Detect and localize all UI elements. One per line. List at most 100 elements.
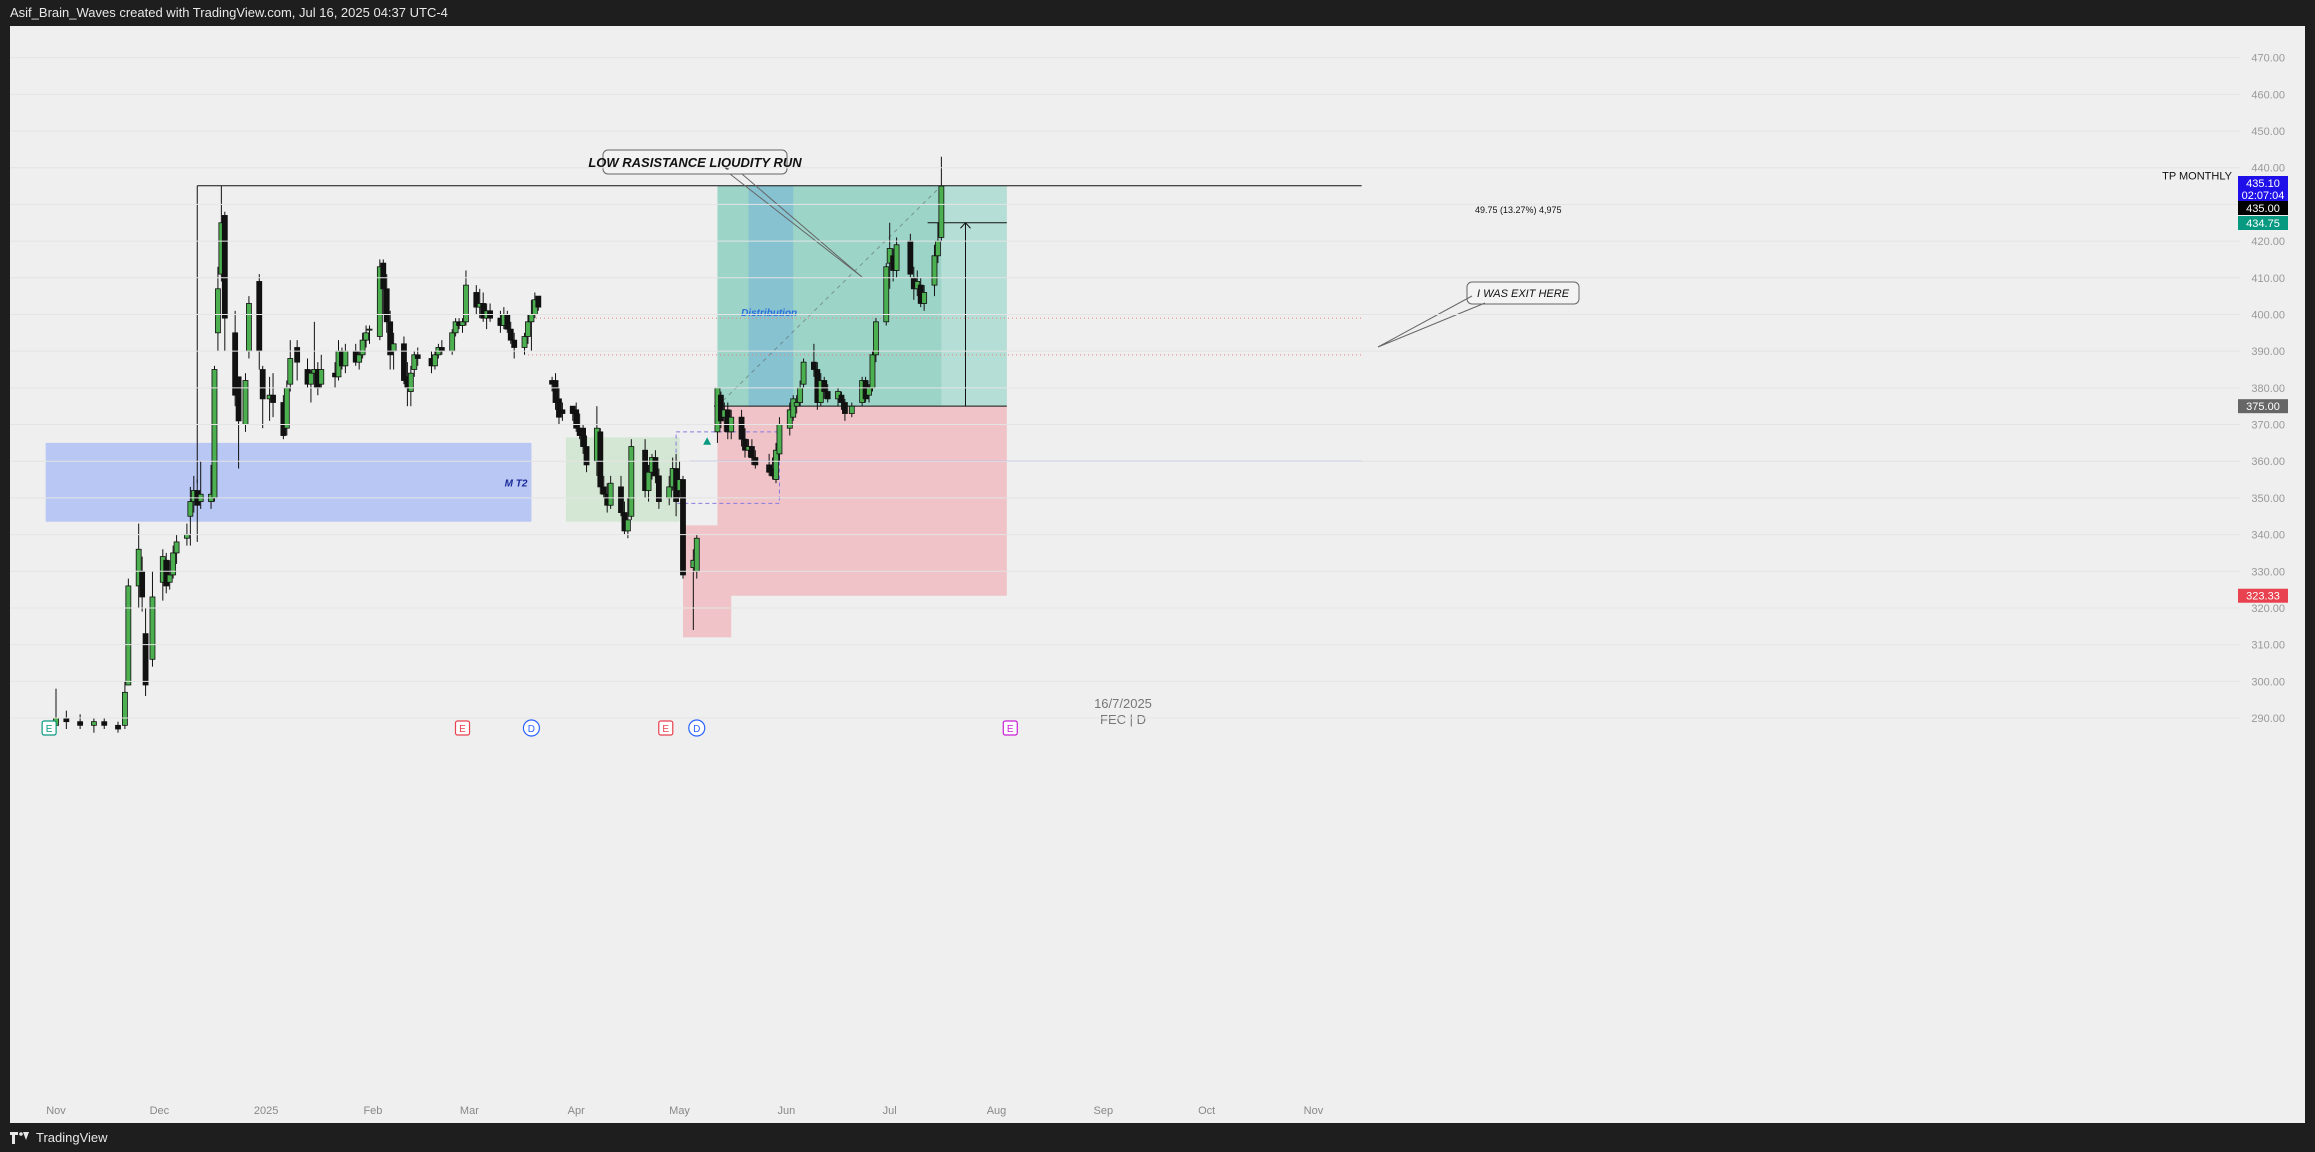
price-tag-text: 435.10 xyxy=(2246,178,2280,190)
candle-down xyxy=(139,570,146,598)
candle-up xyxy=(666,486,673,499)
x-tick-label: May xyxy=(669,1105,690,1117)
candle-up xyxy=(166,574,173,583)
candlestick-chart[interactable]: M T2 Distribution TP MONTHLY LOW RASISTAN… xyxy=(10,16,2305,1123)
event-letter: E xyxy=(46,724,53,735)
callout-pointer xyxy=(1377,295,1486,348)
zones-layer: M T2 Distribution xyxy=(45,185,1007,638)
candle-down xyxy=(101,721,108,726)
measure-arrow-head xyxy=(960,222,971,229)
candle-up xyxy=(215,288,221,334)
footer-brand: TradingView xyxy=(36,1130,108,1145)
candle-down xyxy=(414,354,421,359)
candle-down xyxy=(380,262,387,290)
candle-down xyxy=(387,321,394,356)
candle-down xyxy=(680,479,686,576)
candle-up xyxy=(149,596,156,660)
event-earnings-icon xyxy=(454,720,471,736)
y-tick-label: 380.00 xyxy=(2251,383,2285,395)
candle-down xyxy=(597,431,604,488)
signal-marker xyxy=(703,437,712,445)
candle-up xyxy=(359,339,366,356)
price-tag-text: 375.00 xyxy=(2246,401,2280,413)
candle-up xyxy=(935,240,941,257)
candle-up xyxy=(869,354,876,389)
price-tag-current xyxy=(2238,201,2288,215)
candle-down xyxy=(142,633,149,686)
candle-up xyxy=(931,255,938,286)
callout-liquidity-run: LOW RASISTANCE LIQUDITY RUN xyxy=(588,155,802,170)
candle-up xyxy=(624,519,631,532)
distribution-label: Distribution xyxy=(741,308,797,319)
candle-up xyxy=(866,387,872,396)
symbol-watermark: FEC | D xyxy=(1100,712,1146,727)
attribution-bar: Asif_Brain_Waves created with TradingVie… xyxy=(0,0,2315,26)
candle-up xyxy=(938,185,945,238)
candle-up xyxy=(793,402,800,407)
candle-up xyxy=(528,314,535,323)
candle-down xyxy=(600,486,607,495)
candle-down xyxy=(438,347,445,352)
x-tick-label: Apr xyxy=(568,1105,585,1117)
candle-up xyxy=(607,482,614,506)
candle-down xyxy=(256,281,263,352)
date-watermark: 16/7/2025 xyxy=(1094,696,1152,711)
candle-down xyxy=(821,380,828,392)
event-letter: D xyxy=(693,724,700,735)
candle-down xyxy=(618,486,624,513)
candle-down xyxy=(583,446,590,466)
tradingview-logo[interactable]: TradingView xyxy=(10,1123,108,1152)
candle-down xyxy=(401,343,407,381)
candle-down xyxy=(824,391,831,400)
price-tag-tp xyxy=(2238,176,2288,202)
candle-down xyxy=(383,288,390,323)
y-tick-label: 320.00 xyxy=(2251,603,2285,615)
y-tick-label: 480.00 xyxy=(2251,26,2285,28)
measure-label: 49.75 (13.27%) 4,975 xyxy=(1475,205,1562,215)
candle-up xyxy=(242,380,249,425)
candle-down xyxy=(504,314,511,330)
candle-down xyxy=(294,347,301,363)
price-tag-text: 323.33 xyxy=(2246,591,2280,603)
candle-down xyxy=(748,446,755,458)
candle-down xyxy=(535,295,542,308)
candle-down xyxy=(259,369,266,400)
candle-up xyxy=(170,552,177,576)
candle-up xyxy=(848,405,855,414)
chart-area[interactable]: M T2 Distribution TP MONTHLY LOW RASISTAN… xyxy=(10,16,2305,1123)
candle-down xyxy=(63,717,70,723)
candle-up xyxy=(122,691,128,726)
tp-monthly-label: TP MONTHLY xyxy=(2162,171,2233,183)
candle-down xyxy=(511,339,518,348)
candle-up xyxy=(211,369,218,499)
candle-up xyxy=(873,321,879,356)
candle-up xyxy=(135,548,142,587)
candle-down xyxy=(842,402,848,414)
candle-down xyxy=(473,292,480,308)
callout-box xyxy=(1466,281,1580,305)
price-tag-text: 434.75 xyxy=(2246,218,2280,230)
y-tick-label: 340.00 xyxy=(2251,530,2285,542)
candle-up xyxy=(521,336,528,348)
candle-down xyxy=(573,409,580,429)
y-tick-label: 330.00 xyxy=(2251,566,2285,578)
y-tick-label: 310.00 xyxy=(2251,640,2285,652)
candle-down xyxy=(552,380,559,403)
y-tick-label: 470.00 xyxy=(2251,53,2285,65)
candle-up xyxy=(246,303,252,352)
candle-up xyxy=(287,358,294,385)
price-tag-stop xyxy=(2238,588,2288,603)
candle-up xyxy=(883,266,890,323)
event-earnings-icon xyxy=(1002,720,1018,736)
candle-down xyxy=(838,394,845,403)
y-tick-label: 460.00 xyxy=(2251,89,2285,101)
y-tick-label: 300.00 xyxy=(2251,676,2285,688)
candle-up xyxy=(411,354,418,370)
candle-up xyxy=(525,321,531,337)
event-dividend-icon xyxy=(522,719,541,737)
candle-down xyxy=(507,328,514,341)
event-dividend-icon xyxy=(688,719,706,737)
event-letter: E xyxy=(1007,724,1014,735)
candle-up xyxy=(91,721,97,726)
y-tick-label: 290.00 xyxy=(2251,713,2285,725)
